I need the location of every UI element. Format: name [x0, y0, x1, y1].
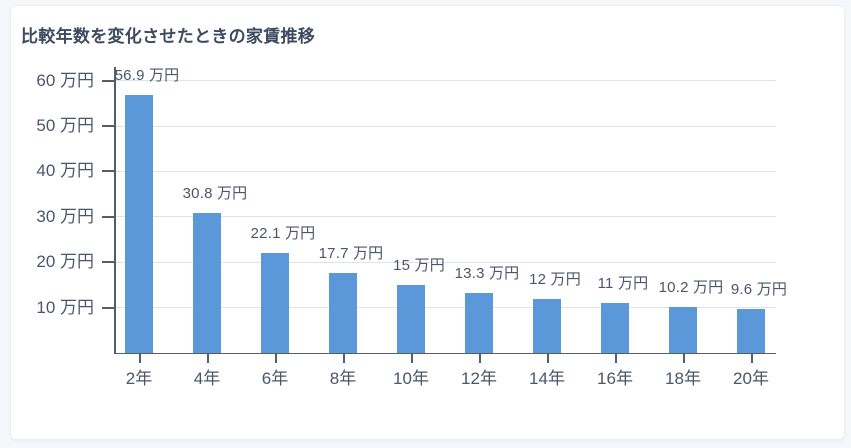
bar-6年 [261, 252, 289, 353]
x-axis-tick-6年 [274, 354, 277, 363]
gridline-10 [114, 307, 776, 309]
x-axis-label-20年: 20年 [733, 369, 769, 388]
y-axis-tick-40 [102, 170, 114, 173]
gridline-40 [114, 170, 776, 172]
chart-card: 比較年数を変化させたときの家賃推移 10 万円 20 万円 30 万円 40 万円 50… [10, 5, 845, 440]
x-axis-tick-8年 [342, 354, 345, 363]
bar-value-label-14年: 12 万円 [529, 270, 581, 288]
y-axis-tick-60 [102, 79, 114, 82]
x-axis-label-2年: 2年 [125, 369, 153, 388]
x-axis-tick-16年 [614, 354, 617, 363]
x-axis-tick-14年 [546, 354, 549, 363]
bar-value-label-8年: 17.7 万円 [318, 244, 384, 262]
bar-20年 [737, 309, 765, 353]
bar-18年 [669, 306, 697, 353]
bar-value-label-10年: 15 万円 [393, 256, 445, 274]
y-axis-line [114, 67, 116, 353]
x-axis-tick-4年 [206, 354, 209, 363]
x-axis-label-12年: 12年 [461, 369, 497, 388]
x-axis-label-18年: 18年 [665, 369, 701, 388]
bar-value-label-6年: 22.1 万円 [250, 224, 316, 242]
bar-12年 [465, 292, 493, 353]
y-axis-tick-50 [102, 125, 114, 127]
bar-2年 [125, 94, 153, 353]
x-axis-tick-20年 [750, 354, 753, 363]
bar-16年 [601, 303, 629, 353]
bar-chart: 10 万円 20 万円 30 万円 40 万円 50 万円 60 万円 56.9 万円 2年 3… [11, 6, 844, 439]
bar-value-label-16年: 11 万円 [597, 275, 649, 293]
y-axis-tick-10 [102, 306, 114, 309]
x-axis-tick-10年 [410, 354, 413, 363]
bar-value-label-4年: 30.8 万円 [182, 185, 248, 203]
x-axis-label-8年: 8年 [329, 369, 357, 388]
x-axis-label-14年: 14年 [529, 369, 565, 388]
y-axis-label-30: 30 万円 [36, 206, 94, 226]
x-axis-label-4年: 4年 [193, 369, 221, 388]
bar-8年 [329, 272, 357, 353]
y-axis-label-20: 20 万円 [36, 252, 94, 272]
x-axis-tick-12年 [478, 354, 481, 363]
x-axis-label-6年: 6年 [261, 369, 289, 388]
gridline-60 [114, 80, 776, 82]
bar-value-label-2年: 56.9 万円 [114, 66, 180, 84]
bar-14年 [533, 298, 561, 353]
bar-value-label-12年: 13.3 万円 [454, 264, 520, 282]
x-axis-tick-18年 [682, 354, 685, 363]
x-axis-tick-2年 [138, 354, 141, 363]
y-axis-label-50: 50 万円 [36, 116, 94, 135]
x-axis-line [114, 352, 776, 354]
bar-value-label-20年: 9.6 万円 [730, 281, 788, 299]
y-axis-label-60: 60 万円 [36, 70, 94, 90]
y-axis-label-40: 40 万円 [36, 161, 94, 181]
x-axis-label-16年: 16年 [597, 369, 633, 388]
gridline-30 [114, 216, 776, 218]
bar-value-label-18年: 10.2 万円 [658, 278, 724, 296]
bar-4年 [193, 213, 221, 353]
chart-title: 比較年数を変化させたときの家賃推移 [21, 27, 316, 46]
bar-10年 [397, 284, 425, 353]
y-axis-tick-20 [102, 261, 114, 264]
y-axis-label-10: 10 万円 [36, 297, 94, 317]
y-axis-tick-30 [102, 215, 114, 218]
gridline-20 [114, 261, 776, 263]
x-axis-label-10年: 10年 [393, 369, 429, 388]
gridline-50 [114, 125, 776, 127]
